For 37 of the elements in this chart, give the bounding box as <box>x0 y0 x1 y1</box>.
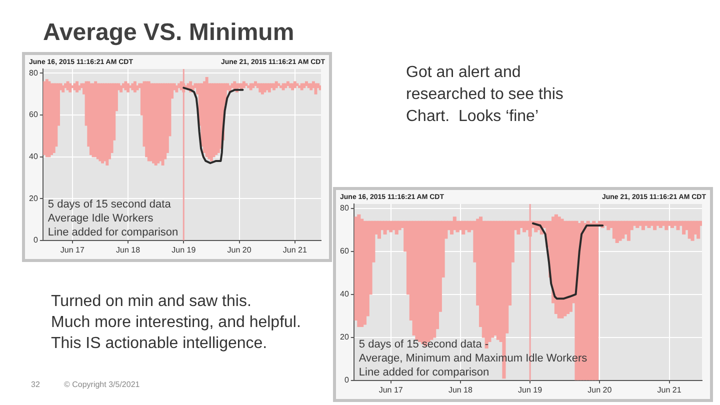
bar <box>696 220 700 239</box>
y-tick-label: 80 <box>340 204 350 213</box>
x-tick-label: Jun 19 <box>172 245 196 254</box>
text: Got an alert and researched to see this Chart. Looks ‘fine’ <box>406 63 564 127</box>
y-tick-label: 80 <box>28 68 38 78</box>
x-tick-label: Jun 18 <box>448 385 474 394</box>
y-tick-label: 40 <box>340 290 350 299</box>
x-tick-label: Jun 21 <box>657 385 682 394</box>
y-tick-label: 20 <box>340 332 350 342</box>
y-tick-label: 60 <box>28 110 38 120</box>
x-tick-label: Jun 17 <box>378 385 404 394</box>
x-tick-label: Jun 19 <box>518 385 543 394</box>
y-tick-label: 0 <box>33 236 38 245</box>
text: Average VS. Minimum <box>43 19 294 47</box>
y-tick-label: 60 <box>340 246 350 256</box>
bar <box>626 220 630 241</box>
bar <box>254 81 257 86</box>
text: 32 <box>31 380 40 390</box>
annotation: 5 days of 15 second data - Average, Minimum and Maximum Idle Workers Line added for comparison <box>358 338 588 378</box>
y-tick-label: 40 <box>28 152 38 161</box>
bar <box>595 223 599 380</box>
text: Turned on min and saw this. Much more interesting, and helpful. This IS actionable intelligence. <box>51 292 301 354</box>
bar <box>76 81 79 92</box>
x-tick-label: Jun 20 <box>227 245 252 254</box>
bar <box>126 83 130 92</box>
y-tick-label: 0 <box>344 376 350 385</box>
y-tick-label: 20 <box>28 194 38 203</box>
annotation: 5 days of 15 second data Average Idle Workers Line added for comparison <box>48 198 178 238</box>
bar <box>690 220 694 241</box>
bar <box>516 220 520 234</box>
text: © Copyright 3/5/2021 <box>64 380 140 390</box>
bar <box>676 220 680 230</box>
x-tick-label: Jun 18 <box>116 245 141 254</box>
bar <box>68 83 72 92</box>
x-tick-label: Jun 21 <box>282 245 308 254</box>
x-tick-label: Jun 17 <box>60 245 85 254</box>
x-tick-label: Jun 20 <box>588 385 612 394</box>
